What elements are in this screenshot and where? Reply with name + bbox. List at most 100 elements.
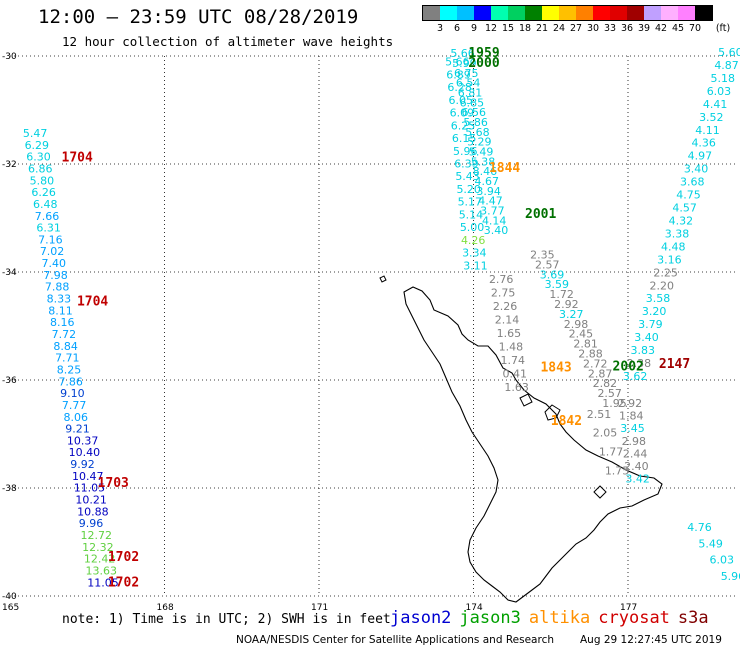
wave-height-value: 6.03 [707, 85, 732, 98]
lat-tick-label: -30 [2, 52, 17, 62]
wave-height-value: 3.38 [665, 227, 690, 240]
wave-height-value: 6.81 [458, 86, 483, 99]
wave-height-value: 6.05 [449, 94, 474, 107]
wave-height-value: 6.30 [26, 151, 51, 164]
wave-height-value: 10.47 [72, 470, 104, 483]
time-label: 1702 [108, 575, 139, 590]
wave-height-value: 2.51 [587, 408, 612, 421]
wave-height-value: 4.32 [669, 214, 694, 227]
lat-tick-label: -32 [2, 160, 17, 170]
wave-height-value: 6.86 [28, 162, 53, 175]
time-label: 2002 [613, 359, 644, 374]
wave-height-value: 6.89 [446, 68, 471, 81]
credit-line: NOAA/NESDIS Center for Satellite Applica… [236, 634, 554, 646]
wave-height-value: 8.25 [57, 363, 81, 376]
legend-swatch [491, 6, 508, 20]
wave-height-value: 3.40 [634, 331, 659, 344]
legend-swatch [508, 6, 525, 20]
page-title: 12:00 – 23:59 UTC 08/28/2019 [38, 6, 359, 28]
wave-height-value: 7.16 [38, 233, 63, 246]
wave-height-value: 8.46 [473, 165, 498, 178]
wave-height-value: 3.27 [559, 308, 584, 321]
wave-height-value: 5.96 [453, 145, 478, 158]
satellite-track: 2.762.752.262.141.651.481.740.411.63 [489, 273, 529, 394]
wave-height-value: 4.41 [703, 98, 728, 111]
legend-tick-label: 24 [552, 23, 566, 34]
wave-height-value: 2.98 [564, 318, 589, 331]
wave-height-value: 3.11 [463, 259, 488, 272]
time-label: 2147 [659, 357, 690, 372]
wave-height-value: 3.77 [480, 205, 505, 218]
wave-height-value: 3.34 [462, 247, 487, 260]
wave-height-value: 6.85 [460, 96, 485, 109]
legend-tick-label: 3 [436, 23, 444, 34]
wave-height-value: 5.49 [698, 537, 723, 550]
legend-tick-label: 42 [654, 23, 668, 34]
wave-height-value: 3.83 [630, 344, 655, 357]
wave-height-value: 2.40 [624, 460, 649, 473]
lon-tick-label: 168 [157, 603, 174, 613]
legend-swatch [440, 6, 457, 20]
wave-height-value: 5.47 [23, 127, 48, 140]
wave-height-value: 2.38 [627, 357, 652, 370]
wave-height-value: 3.68 [680, 176, 705, 189]
wave-height-value: 4.76 [687, 521, 712, 534]
wave-height-value: 2.75 [491, 286, 515, 299]
wave-height-value: 6.15 [452, 132, 477, 145]
wave-height-value: 2.81 [573, 338, 598, 351]
wave-height-value: 10.40 [69, 446, 101, 459]
lat-tick-label: -38 [2, 484, 17, 494]
wave-height-value: 11.05 [87, 576, 119, 589]
wave-height-value: 4.11 [695, 124, 720, 137]
wave-height-value: 1.72 [549, 288, 574, 301]
wave-height-value: 6.39 [454, 158, 479, 171]
wave-height-value: 2.76 [489, 273, 514, 286]
wave-height-value: 3.40 [484, 224, 509, 237]
lon-tick-label: 171 [311, 603, 328, 613]
legend-swatch [457, 6, 474, 20]
wave-height-value: 5.20 [456, 183, 481, 196]
lat-lon-grid [10, 55, 738, 597]
lat-tick-label: -40 [2, 592, 17, 602]
wave-height-value: 3.40 [684, 163, 709, 176]
wave-height-value: 1.77 [599, 446, 624, 459]
wave-height-value: 4.67 [475, 175, 500, 188]
legend-swatch [593, 6, 610, 20]
wave-height-value: 5.29 [467, 136, 492, 149]
satellite-track: 2.921.843.452.982.442.403.42 [618, 397, 650, 486]
wave-height-value: 1.84 [619, 410, 644, 423]
wave-height-value: 7.71 [55, 352, 80, 365]
time-label: 1703 [98, 476, 129, 491]
wave-height-value: 2.20 [650, 279, 675, 292]
wave-height-value: 9.96 [79, 517, 104, 530]
legend-swatch [678, 6, 695, 20]
wave-height-value: 7.86 [58, 375, 82, 388]
wave-height-value: 2.44 [623, 447, 648, 460]
generated-timestamp: Aug 29 12:27:45 UTC 2019 [580, 634, 722, 646]
satellite-name: s3a [677, 608, 709, 628]
wave-height-value: 2.92 [618, 397, 643, 410]
wave-height-value: 1.95 [602, 397, 627, 410]
satellite-track: 5.604.875.186.034.413.524.114.364.973.40… [623, 46, 740, 383]
time-label: 1842 [551, 414, 582, 429]
satellite-name: jason2 [390, 608, 452, 628]
satellite-track: 5.476.296.306.865.806.266.487.666.317.16… [23, 127, 119, 589]
legend-swatch [627, 6, 644, 20]
wave-height-value: 3.59 [545, 278, 570, 291]
legend-tick-label: 18 [518, 23, 532, 34]
wave-height-value: 7.72 [52, 328, 77, 341]
wave-height-value: 2.88 [578, 348, 603, 361]
wave-height-value: 5.68 [465, 126, 490, 139]
wave-height-value: 12.72 [80, 529, 112, 542]
wave-height-value: 5.14 [459, 208, 484, 221]
wave-height-value: 1.75 [605, 465, 630, 478]
wave-height-value: 6.03 [710, 554, 735, 567]
satellite-tracks: 5.476.296.306.865.806.266.487.666.317.16… [23, 46, 740, 589]
lat-tick-label: -36 [2, 376, 17, 386]
wave-height-value: 2.14 [495, 313, 520, 326]
legend-swatch [559, 6, 576, 20]
footer-note: note: 1) Time is in UTC; 2) SWH is in fe… [62, 612, 391, 627]
wave-height-value: 4.57 [672, 202, 697, 215]
